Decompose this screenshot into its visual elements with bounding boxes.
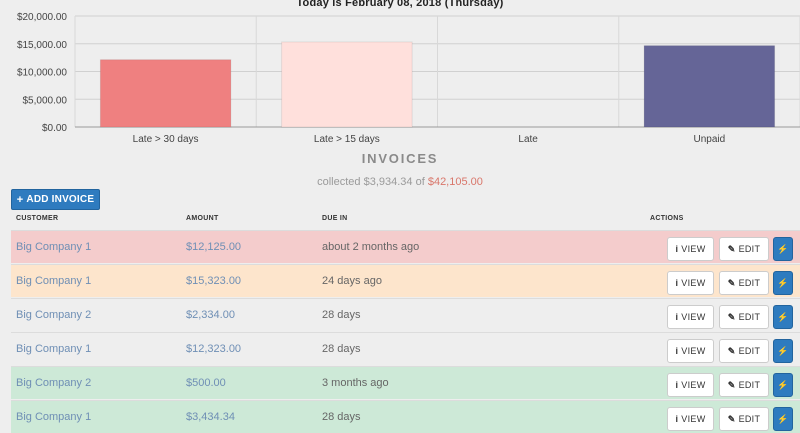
bolt-icon: ⚡ bbox=[777, 311, 789, 322]
quick-action-button[interactable]: ⚡ bbox=[773, 271, 793, 295]
quick-action-button[interactable]: ⚡ bbox=[773, 339, 793, 363]
due-text: 3 months ago bbox=[322, 377, 389, 389]
bar bbox=[99, 59, 232, 128]
info-icon: i bbox=[675, 312, 679, 322]
due-text: 28 days bbox=[322, 411, 361, 423]
edit-icon: ✎ bbox=[727, 311, 736, 322]
bolt-icon: ⚡ bbox=[777, 277, 789, 288]
edit-button[interactable]: ✎ EDIT bbox=[719, 237, 769, 261]
view-label: VIEW bbox=[681, 312, 706, 322]
add-invoice-button[interactable]: + ADD INVOICE bbox=[11, 189, 100, 210]
edit-button[interactable]: ✎ EDIT bbox=[719, 373, 769, 397]
plus-icon: + bbox=[16, 193, 24, 206]
view-button[interactable]: i VIEW bbox=[667, 373, 714, 397]
view-label: VIEW bbox=[681, 346, 706, 356]
amount-link[interactable]: $3,434.34 bbox=[186, 411, 235, 423]
bolt-icon: ⚡ bbox=[777, 413, 789, 424]
table-row: Big Company 1 $3,434.34 28 days i VIEW ✎ EDIT ⚡ bbox=[11, 400, 800, 433]
view-button[interactable]: i VIEW bbox=[667, 237, 714, 261]
column-header-due: DUE IN bbox=[322, 215, 348, 222]
collected-amount: $3,934.34 bbox=[363, 176, 413, 188]
edit-label: EDIT bbox=[738, 380, 761, 390]
table-row: Big Company 1 $15,323.00 24 days ago i VIEW ✎… bbox=[11, 264, 800, 297]
view-label: VIEW bbox=[681, 278, 706, 288]
customer-link[interactable]: Big Company 2 bbox=[16, 377, 92, 389]
table-row: Big Company 2 $2,334.00 28 days i VIEW ✎ EDIT ⚡ bbox=[11, 298, 800, 331]
amount-link[interactable]: $12,323.00 bbox=[186, 343, 242, 355]
quick-action-button[interactable]: ⚡ bbox=[773, 305, 793, 329]
edit-button[interactable]: ✎ EDIT bbox=[719, 305, 769, 329]
edit-icon: ✎ bbox=[727, 243, 736, 254]
customer-link[interactable]: Big Company 1 bbox=[16, 275, 92, 287]
amount-link[interactable]: $500.00 bbox=[186, 377, 226, 389]
bolt-icon: ⚡ bbox=[777, 345, 789, 356]
due-text: 28 days bbox=[322, 309, 361, 321]
collected-summary: collected $3,934.34 of $42,105.00 bbox=[0, 176, 800, 188]
info-icon: i bbox=[675, 346, 679, 356]
quick-action-button[interactable]: ⚡ bbox=[773, 407, 793, 431]
bolt-icon: ⚡ bbox=[777, 379, 789, 390]
y-tick-label: $15,000.00 bbox=[17, 40, 67, 51]
edit-label: EDIT bbox=[738, 312, 761, 322]
y-tick-label: $10,000.00 bbox=[17, 68, 67, 79]
view-label: VIEW bbox=[681, 244, 706, 254]
bolt-icon: ⚡ bbox=[777, 243, 789, 254]
table-row: Big Company 2 $500.00 3 months ago i VIEW ✎ ED… bbox=[11, 366, 800, 399]
view-button[interactable]: i VIEW bbox=[667, 339, 714, 363]
due-text: about 2 months ago bbox=[322, 241, 420, 253]
collected-total: $42,105.00 bbox=[427, 176, 483, 188]
info-icon: i bbox=[675, 244, 679, 254]
edit-label: EDIT bbox=[738, 278, 761, 288]
invoice-status-chart: $0.00 $5,000.00 $10,000.00 $15,000.00 $20,00… bbox=[17, 12, 800, 145]
info-icon: i bbox=[675, 278, 679, 288]
view-label: VIEW bbox=[681, 414, 706, 424]
y-tick-label: $0.00 bbox=[42, 123, 67, 134]
x-tick-label: Late bbox=[518, 134, 538, 145]
x-tick-label: Late > 15 days bbox=[314, 134, 380, 145]
y-tick-label: $20,000.00 bbox=[17, 12, 67, 23]
edit-label: EDIT bbox=[738, 244, 761, 254]
info-icon: i bbox=[675, 380, 679, 390]
edit-label: EDIT bbox=[738, 414, 761, 424]
amount-link[interactable]: $15,323.00 bbox=[186, 275, 242, 287]
info-icon: i bbox=[675, 414, 679, 424]
quick-action-button[interactable]: ⚡ bbox=[773, 373, 793, 397]
collected-of: of bbox=[415, 176, 425, 188]
customer-link[interactable]: Big Company 1 bbox=[16, 343, 92, 355]
view-button[interactable]: i VIEW bbox=[667, 271, 714, 295]
collected-prefix: collected bbox=[317, 176, 361, 188]
table-row: Big Company 1 $12,323.00 28 days i VIEW ✎ EDIT… bbox=[11, 332, 800, 365]
bar bbox=[281, 41, 413, 128]
amount-link[interactable]: $12,125.00 bbox=[186, 241, 242, 253]
quick-action-button[interactable]: ⚡ bbox=[773, 237, 793, 261]
table-row: Big Company 1 $12,125.00 about 2 months ag… bbox=[11, 230, 800, 263]
customer-link[interactable]: Big Company 1 bbox=[16, 241, 92, 253]
edit-icon: ✎ bbox=[727, 345, 736, 356]
view-button[interactable]: i VIEW bbox=[667, 305, 714, 329]
y-tick-label: $5,000.00 bbox=[23, 95, 68, 106]
edit-button[interactable]: ✎ EDIT bbox=[719, 407, 769, 431]
due-text: 28 days bbox=[322, 343, 361, 355]
edit-label: EDIT bbox=[738, 346, 761, 356]
invoices-title: INVOICES bbox=[361, 151, 439, 166]
add-invoice-label: ADD INVOICE bbox=[26, 194, 95, 205]
due-text: 24 days ago bbox=[322, 275, 382, 287]
customer-link[interactable]: Big Company 2 bbox=[16, 309, 92, 321]
edit-button[interactable]: ✎ EDIT bbox=[719, 271, 769, 295]
amount-link[interactable]: $2,334.00 bbox=[186, 309, 235, 321]
x-tick-label: Late > 30 days bbox=[133, 134, 199, 145]
column-header-customer: CUSTOMER bbox=[16, 215, 59, 222]
edit-icon: ✎ bbox=[727, 413, 736, 424]
today-heading: Today is February 08, 2018 (Thursday) bbox=[296, 0, 504, 9]
column-header-amount: AMOUNT bbox=[186, 215, 219, 222]
edit-icon: ✎ bbox=[727, 379, 736, 390]
edit-icon: ✎ bbox=[727, 277, 736, 288]
bar bbox=[643, 45, 776, 128]
customer-link[interactable]: Big Company 1 bbox=[16, 411, 92, 423]
edit-button[interactable]: ✎ EDIT bbox=[719, 339, 769, 363]
view-button[interactable]: i VIEW bbox=[667, 407, 714, 431]
view-label: VIEW bbox=[681, 380, 706, 390]
column-header-actions: ACTIONS bbox=[650, 215, 684, 222]
x-tick-label: Unpaid bbox=[694, 134, 726, 145]
